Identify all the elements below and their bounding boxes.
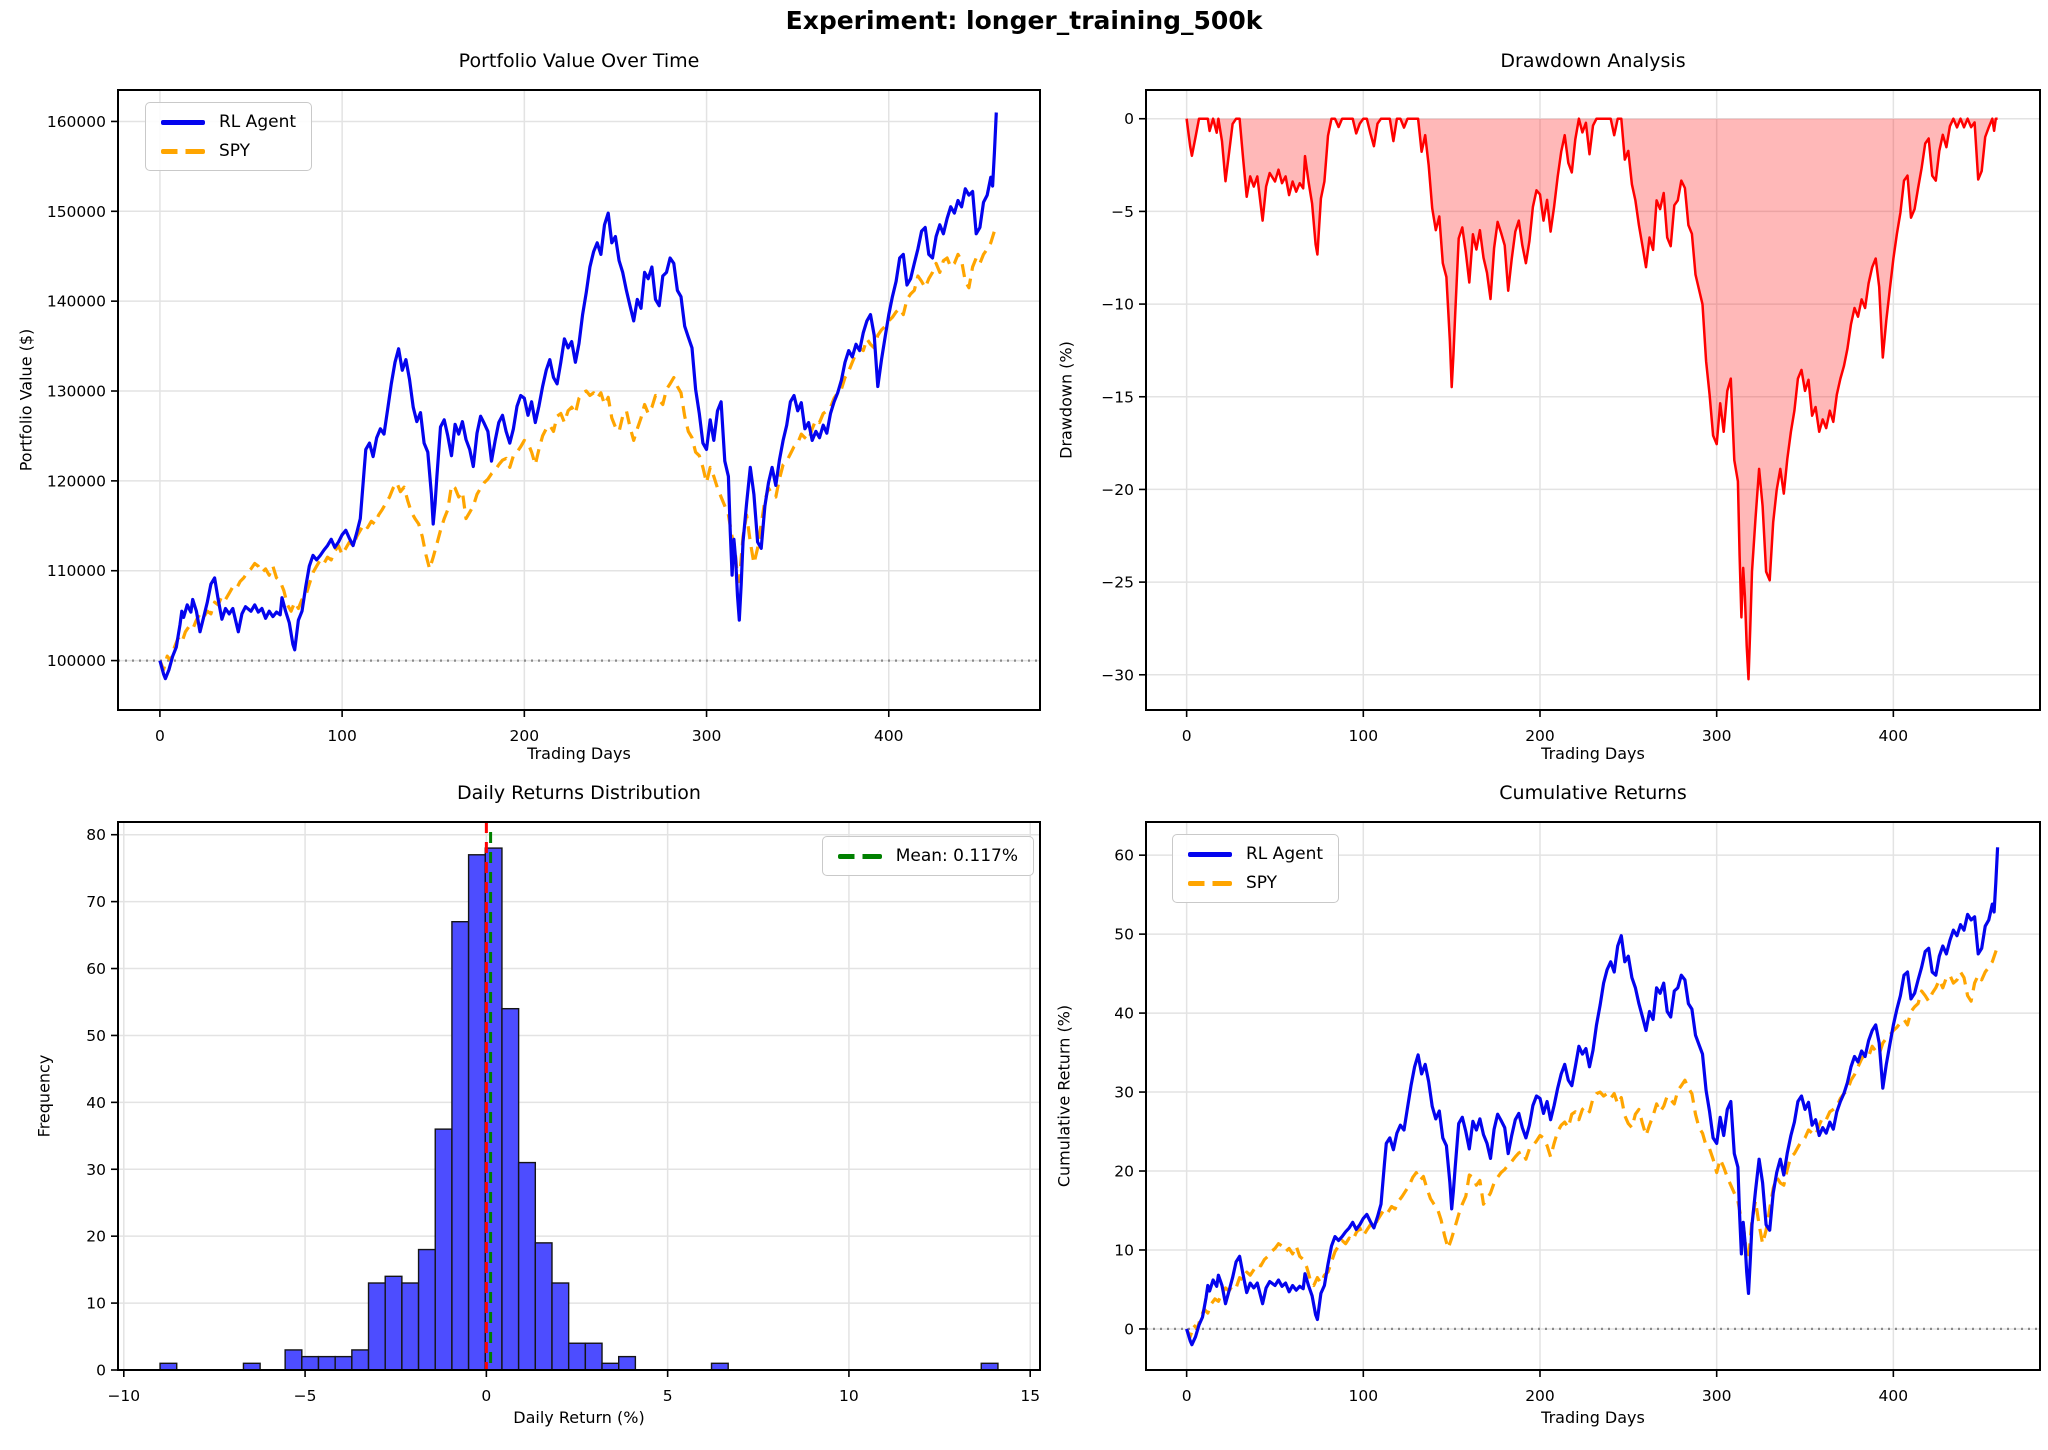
histogram-y-axis-label: Frequency (34, 1054, 54, 1138)
svg-text:−10: −10 (107, 1387, 140, 1405)
svg-text:60: 60 (86, 960, 106, 978)
svg-text:70: 70 (86, 893, 106, 911)
svg-text:100: 100 (1349, 1387, 1379, 1405)
svg-text:0: 0 (1124, 1320, 1134, 1338)
svg-text:−30: −30 (1101, 666, 1134, 684)
histogram-x-axis-label: Daily Return (%) (513, 1408, 645, 1427)
drawdown-y-axis-label: Drawdown (%) (1056, 341, 1076, 459)
svg-text:15: 15 (1020, 1387, 1040, 1405)
svg-text:5: 5 (663, 1387, 673, 1405)
svg-text:200: 200 (1525, 1387, 1555, 1405)
svg-text:0: 0 (481, 1387, 491, 1405)
legend-item-spy: SPY (161, 141, 296, 161)
svg-text:0: 0 (1182, 727, 1192, 745)
svg-text:80: 80 (86, 826, 106, 844)
svg-text:−5: −5 (1111, 203, 1134, 221)
svg-text:50: 50 (86, 1027, 106, 1045)
svg-text:100: 100 (327, 727, 357, 745)
svg-text:120000: 120000 (47, 472, 106, 490)
legend-label-rl-agent: RL Agent (219, 112, 297, 132)
svg-text:400: 400 (1879, 1387, 1909, 1405)
svg-text:30: 30 (86, 1161, 106, 1179)
legend-label-spy: SPY (1246, 873, 1278, 893)
spy-dashed-line-sample-icon (161, 148, 205, 154)
portfolio-x-axis-label: Trading Days (527, 744, 631, 763)
svg-text:200: 200 (1525, 727, 1555, 745)
svg-text:300: 300 (1702, 1387, 1732, 1405)
svg-text:150000: 150000 (47, 203, 106, 221)
rl-agent-line-sample-icon (1188, 851, 1232, 857)
svg-text:200: 200 (510, 727, 540, 745)
svg-text:140000: 140000 (47, 293, 106, 311)
svg-text:10: 10 (86, 1295, 106, 1313)
svg-text:110000: 110000 (47, 562, 106, 580)
drawdown-chart-title: Drawdown Analysis (1500, 50, 1686, 72)
svg-text:−20: −20 (1101, 481, 1134, 499)
legend-item-rl-agent: RL Agent (1188, 844, 1323, 864)
svg-text:40: 40 (86, 1094, 106, 1112)
svg-text:130000: 130000 (47, 383, 106, 401)
svg-text:20: 20 (86, 1228, 106, 1246)
legend-label-spy: SPY (219, 141, 251, 161)
portfolio-legend: RL Agent SPY (145, 102, 313, 171)
spy-dashed-line-sample-icon (1188, 880, 1232, 886)
svg-text:−10: −10 (1101, 296, 1134, 314)
mean-dashed-line-sample-icon (837, 853, 882, 859)
svg-text:100000: 100000 (47, 652, 106, 670)
svg-text:100: 100 (1349, 727, 1379, 745)
histogram-chart-title: Daily Returns Distribution (457, 782, 701, 804)
cumulative-chart-title: Cumulative Returns (1499, 782, 1687, 804)
svg-text:160000: 160000 (47, 113, 106, 131)
portfolio-chart-title: Portfolio Value Over Time (458, 50, 700, 72)
svg-text:30: 30 (1114, 1084, 1134, 1102)
svg-text:20: 20 (1114, 1163, 1134, 1181)
svg-text:0: 0 (1124, 110, 1134, 128)
legend-item-rl-agent: RL Agent (161, 112, 296, 132)
svg-text:−5: −5 (294, 1387, 317, 1405)
legend-label-mean: Mean: 0.117% (895, 846, 1018, 866)
svg-text:400: 400 (1879, 727, 1909, 745)
svg-text:0: 0 (96, 1362, 106, 1380)
svg-text:50: 50 (1114, 926, 1134, 944)
cumulative-x-axis-label: Trading Days (1541, 1408, 1645, 1427)
svg-text:0: 0 (155, 727, 165, 745)
legend-item-spy: SPY (1188, 873, 1323, 893)
svg-text:40: 40 (1114, 1005, 1134, 1023)
portfolio-y-axis-label: Portfolio Value ($) (16, 328, 36, 472)
svg-text:300: 300 (692, 727, 722, 745)
svg-text:10: 10 (839, 1387, 859, 1405)
svg-text:10: 10 (1114, 1241, 1134, 1259)
legend-label-rl-agent: RL Agent (1246, 844, 1324, 864)
cumulative-legend: RL Agent SPY (1172, 834, 1340, 903)
legend-item-mean: Mean: 0.117% (837, 846, 1018, 866)
svg-text:300: 300 (1702, 727, 1732, 745)
svg-text:60: 60 (1114, 847, 1134, 865)
svg-text:−15: −15 (1101, 388, 1134, 406)
rl-agent-line-sample-icon (161, 119, 205, 125)
figure-suptitle: Experiment: longer_training_500k (785, 6, 1263, 35)
histogram-legend: Mean: 0.117% (821, 836, 1034, 876)
svg-text:−25: −25 (1101, 574, 1134, 592)
svg-text:400: 400 (874, 727, 904, 745)
cumulative-y-axis-label: Cumulative Return (%) (1054, 1004, 1074, 1188)
drawdown-x-axis-label: Trading Days (1541, 744, 1645, 763)
svg-text:0: 0 (1182, 1387, 1192, 1405)
